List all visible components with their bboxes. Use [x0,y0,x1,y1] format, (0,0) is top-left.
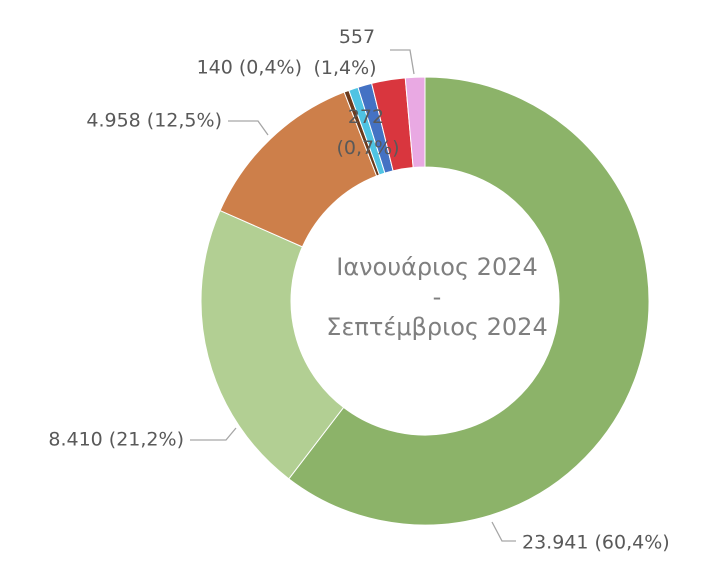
leader-line [190,427,237,441]
center-text: Σεπτέμβριος 2024 [326,313,547,341]
donut-slice [404,76,426,169]
leader-line [390,49,415,75]
center-text: Ιανουάριος 2024 [336,253,538,281]
data-label: 557 (1,4%) [313,26,381,79]
leader-line [228,120,269,136]
leader-line [491,521,516,542]
donut-slice [288,76,650,526]
data-label: 23.941 (60,4%) [522,532,670,554]
data-label: 4.958 (12,5%) [86,110,222,132]
data-label: 140 (0,4%) [197,57,302,79]
center-text: - [433,283,442,311]
data-label: 8.410 (21,2%) [48,429,184,451]
data-label: 272 (0,7%) [336,106,399,159]
donut-slice [200,209,345,480]
